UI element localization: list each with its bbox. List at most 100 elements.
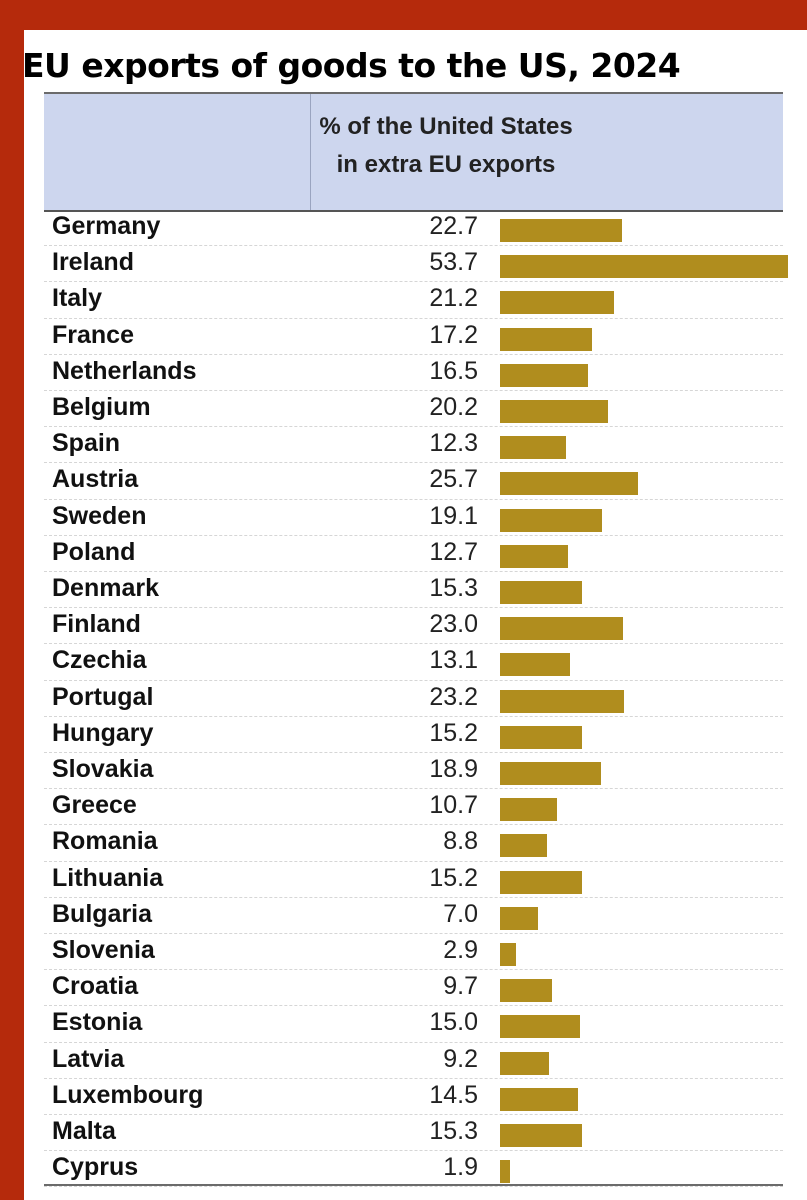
bar	[500, 617, 624, 641]
bar	[500, 798, 558, 822]
table-row: Cyprus 1.9	[44, 1151, 783, 1188]
value-label: 2.9	[443, 936, 478, 964]
table-row: Belgium 20.2	[44, 391, 783, 428]
country-label: Greece	[52, 791, 137, 820]
bar	[500, 472, 638, 496]
table-row: Czechia 13.1	[44, 644, 783, 681]
value-label: 13.1	[429, 646, 478, 675]
value-label: 15.2	[429, 718, 478, 747]
value-label: 23.0	[429, 610, 478, 639]
value-label: 1.9	[443, 1153, 478, 1182]
bar	[500, 363, 589, 387]
country-label: Italy	[52, 284, 103, 313]
table-row: Slovakia 18.9	[44, 753, 783, 790]
bar	[500, 1124, 583, 1147]
country-label: Estonia	[52, 1008, 143, 1037]
bar	[500, 544, 569, 568]
country-label: Latvia	[52, 1044, 125, 1073]
country-label: Finland	[52, 610, 141, 639]
country-label: Hungary	[52, 718, 154, 747]
value-label: 19.1	[429, 501, 478, 530]
column-header: % of the United States in extra EU expor…	[310, 108, 582, 184]
country-label: Denmark	[52, 574, 159, 602]
table-row: Portugal 23.2	[44, 681, 783, 717]
value-label: 25.7	[429, 465, 478, 494]
value-label: 23.2	[429, 682, 478, 711]
bar	[500, 979, 553, 1003]
bar	[500, 400, 609, 423]
bar	[500, 943, 516, 966]
table-row: Romania 8.8	[44, 825, 783, 862]
bar	[500, 870, 582, 894]
page-title: EU exports of goods to the US, 2024	[22, 46, 681, 85]
value-label: 18.9	[429, 755, 478, 783]
table-row: Ireland 53.7	[44, 246, 788, 283]
value-label: 21.2	[429, 284, 478, 313]
country-label: Malta	[52, 1117, 116, 1145]
table-row: Croatia 9.7	[44, 970, 783, 1007]
value-label: 14.5	[429, 1080, 478, 1109]
table-row: Malta 15.3	[44, 1115, 783, 1152]
table-row: Denmark 15.3	[44, 572, 783, 609]
country-label: Poland	[52, 537, 136, 566]
table-row: Lithuania 15.2	[44, 862, 783, 898]
country-label: Sweden	[52, 501, 147, 530]
header-bottom-rule	[44, 210, 783, 212]
value-label: 53.7	[429, 248, 478, 277]
table-row: Latvia 9.2	[44, 1043, 783, 1079]
bar	[500, 327, 593, 351]
value-label: 9.7	[443, 972, 478, 1001]
bar	[500, 1160, 511, 1184]
value-label: 16.5	[429, 356, 478, 385]
table-row: Austria 25.7	[44, 463, 783, 500]
country-label: Czechia	[52, 646, 147, 675]
value-label: 12.7	[429, 537, 478, 566]
country-label: Germany	[52, 212, 161, 240]
bar	[500, 1051, 550, 1075]
value-label: 7.0	[443, 899, 478, 928]
value-label: 15.3	[429, 574, 478, 602]
country-label: Slovakia	[52, 755, 154, 783]
table-row: Bulgaria 7.0	[44, 898, 783, 934]
country-label: Belgium	[52, 393, 151, 421]
bar	[500, 906, 538, 930]
table-header: % of the United States in extra EU expor…	[44, 94, 783, 210]
value-label: 15.2	[429, 863, 478, 892]
value-label: 22.7	[429, 212, 478, 240]
table-row: Estonia 15.0	[44, 1006, 783, 1043]
table-row: Luxembourg 14.5	[44, 1079, 783, 1115]
table-row: Poland 12.7	[44, 536, 783, 572]
value-label: 17.2	[429, 320, 478, 349]
table-row: Sweden 19.1	[44, 500, 783, 536]
table-row: Finland 23.0	[44, 608, 783, 645]
country-label: Cyprus	[52, 1153, 139, 1182]
bar	[500, 508, 603, 532]
chart-panel	[24, 30, 807, 1200]
table-row: Hungary 15.2	[44, 717, 783, 753]
table-row: Germany 22.7	[44, 210, 783, 247]
country-label: Croatia	[52, 972, 139, 1001]
bar	[500, 834, 548, 858]
value-label: 20.2	[429, 393, 478, 421]
bar	[500, 1087, 578, 1111]
bar	[500, 291, 614, 315]
bar	[500, 725, 582, 749]
bar	[500, 1015, 581, 1039]
column-header-line2: in extra EU exports	[336, 151, 556, 178]
table-row: Spain 12.3	[44, 427, 783, 464]
bar	[500, 653, 571, 677]
table-row: France 17.2	[44, 319, 783, 355]
country-label: Luxembourg	[52, 1080, 204, 1109]
table-row: Slovenia 2.9	[44, 934, 783, 971]
column-header-line1: % of the United States	[319, 113, 573, 140]
table-row: Greece 10.7	[44, 789, 783, 826]
table-bottom-rule	[44, 1184, 783, 1186]
value-label: 9.2	[443, 1044, 478, 1073]
country-label: Netherlands	[52, 356, 197, 385]
country-label: Austria	[52, 465, 139, 494]
value-label: 15.3	[429, 1117, 478, 1145]
country-label: Slovenia	[52, 936, 155, 964]
bar	[500, 581, 583, 604]
bar	[500, 436, 566, 460]
bar	[500, 762, 602, 785]
